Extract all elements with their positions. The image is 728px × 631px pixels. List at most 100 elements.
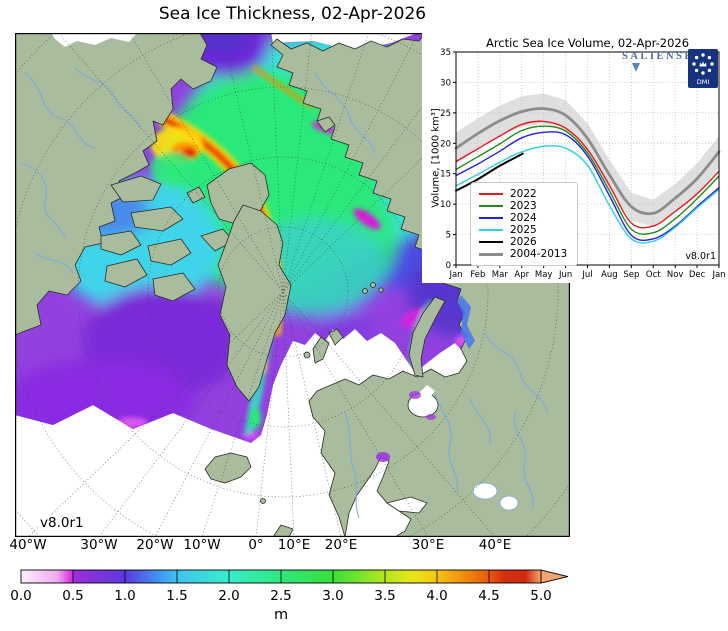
page-title: Sea Ice Thickness, 02-Apr-2026 bbox=[158, 4, 427, 24]
colorbar-tick-label: 0.5 bbox=[62, 588, 83, 604]
legend-swatch bbox=[479, 252, 503, 256]
map-version-label: v8.0r1 bbox=[38, 515, 86, 531]
longitude-tick-label: 10°E bbox=[277, 537, 311, 553]
chart-legend: 2022 2023 2024 2025 2026 2004-2013 bbox=[470, 182, 579, 266]
x-tick-label: Jan bbox=[711, 270, 725, 280]
land-novaya-zemlya bbox=[408, 296, 446, 378]
legend-swatch bbox=[479, 193, 503, 195]
land-iceland bbox=[204, 452, 252, 484]
legend-swatch bbox=[479, 205, 503, 207]
x-tick-label: Apr bbox=[514, 270, 529, 280]
inset-version-label: v8.0r1 bbox=[685, 251, 716, 262]
map-frame bbox=[15, 33, 570, 537]
colorbar-tick-label: 4.0 bbox=[426, 588, 447, 604]
graticule-parallel bbox=[77, 86, 489, 498]
series-line-2022 bbox=[455, 120, 720, 229]
colorbar-tick-label: 1.0 bbox=[114, 588, 135, 604]
x-tick-label: Jan bbox=[448, 270, 462, 280]
legend-label: 2025 bbox=[510, 224, 537, 236]
legend-label: 2022 bbox=[510, 188, 537, 200]
legend-swatch bbox=[479, 217, 503, 219]
longitude-tick-label: 20°E bbox=[324, 537, 358, 553]
y-tick-label: 20 bbox=[440, 139, 451, 149]
y-tick-label: 25 bbox=[440, 109, 451, 119]
dmi-logo-text: DMI bbox=[697, 78, 710, 86]
thickness-colorbar: 0.0 0.5 1.0 1.5 2.0 2.5 3.0 3.5 4.0 4.5 5.0 m bbox=[10, 569, 620, 624]
legend-swatch bbox=[479, 241, 503, 243]
series-line-2004-2013 bbox=[454, 107, 721, 216]
inland-seas bbox=[51, 33, 519, 538]
salienseas-sail-icon bbox=[632, 63, 640, 72]
sea-gulf-finland bbox=[386, 496, 428, 514]
sea-ice-volume-inset-chart: 0 5 10 15 20 25 30 35 Jan Feb Mar Apr May Jun Jul Aug Se… bbox=[422, 33, 725, 283]
colorbar-tick-label: 3.0 bbox=[322, 588, 343, 604]
lake-ladoga bbox=[472, 482, 498, 500]
legend-label: 2023 bbox=[510, 200, 537, 212]
y-tick-label: 5 bbox=[446, 231, 451, 241]
longitude-tick-label: 20°W bbox=[136, 537, 174, 553]
colorbar-tick-label: 2.5 bbox=[270, 588, 291, 604]
x-tick-label: Dec bbox=[689, 270, 706, 280]
legend-row: 2026 bbox=[479, 236, 567, 248]
colorbar-tick-label: 4.5 bbox=[478, 588, 499, 604]
colorbar-tick-label: 0.0 bbox=[10, 588, 31, 604]
x-tick-label: Oct bbox=[646, 270, 661, 280]
land-wrangel bbox=[316, 116, 336, 133]
x-tick-label: Aug bbox=[601, 270, 618, 280]
x-tick-label: Jun bbox=[558, 270, 572, 280]
inset-chart-title: Arctic Sea Ice Volume, 02-Apr-2026 bbox=[485, 36, 690, 50]
graticule-parallel bbox=[217, 226, 349, 358]
longitude-axis: 40°W 30°W 20°W 10°W 0° 10°E 20°E 30°E 40°E bbox=[9, 537, 570, 553]
dmi-star-circle bbox=[692, 53, 714, 75]
longitude-tick-label: 10°W bbox=[183, 537, 221, 553]
legend-label: 2024 bbox=[510, 212, 537, 224]
legend-row: 2024 bbox=[479, 212, 567, 224]
longitude-tick-label: 30°E bbox=[411, 537, 445, 553]
series-line-2025 bbox=[455, 145, 720, 244]
x-tick-label: Nov bbox=[667, 270, 684, 280]
inset-y-axis-label: Volume, [1000 km³] bbox=[430, 108, 442, 208]
longitude-tick-label: 40°W bbox=[9, 537, 47, 553]
sea-top-notch bbox=[51, 33, 137, 47]
legend-row: 2025 bbox=[479, 224, 567, 236]
colorbar-tick-label: 1.5 bbox=[166, 588, 187, 604]
legend-label: 2026 bbox=[510, 236, 537, 248]
x-tick-label: Mar bbox=[492, 270, 509, 280]
rivers bbox=[19, 67, 548, 519]
x-tick-label: Jul bbox=[581, 270, 592, 280]
y-tick-label: 0 bbox=[446, 261, 451, 271]
series-line-2023 bbox=[455, 125, 720, 235]
longitude-tick-label: 40°E bbox=[478, 537, 512, 553]
colorbar-tick-label: 2.0 bbox=[218, 588, 239, 604]
dmi-logo: DMI bbox=[688, 49, 718, 88]
colorbar-tick-label: 5.0 bbox=[530, 588, 551, 604]
lake-onega bbox=[499, 495, 519, 511]
x-tick-label: Sep bbox=[623, 270, 639, 280]
crown-icon bbox=[699, 61, 707, 67]
colorbar-arrow bbox=[540, 569, 569, 584]
longitude-tick-label: 0° bbox=[248, 537, 264, 553]
y-tick-label: 30 bbox=[440, 78, 451, 88]
legend-row: 2004-2013 bbox=[479, 248, 567, 260]
x-tick-label: May bbox=[535, 270, 553, 280]
graticule-parallel bbox=[147, 156, 419, 428]
climatology-band bbox=[456, 93, 719, 227]
land-greenland bbox=[217, 204, 292, 402]
series-line-2024 bbox=[455, 131, 720, 241]
colorbar-canvas: 0.0 0.5 1.0 1.5 2.0 2.5 3.0 3.5 4.0 4.5 5.0 m bbox=[10, 569, 569, 623]
inland-sea-ice-tips bbox=[376, 295, 475, 462]
legend-row: 2022 bbox=[479, 188, 567, 200]
colorbar-tick-label: 3.5 bbox=[374, 588, 395, 604]
series-line-2026 bbox=[455, 152, 524, 192]
y-tick-label: 15 bbox=[440, 170, 451, 180]
legend-label: 2004-2013 bbox=[510, 248, 568, 260]
land-svalbard bbox=[312, 336, 330, 364]
salienseas-logo-text: SALIENSEAS bbox=[622, 51, 713, 62]
sea-baltic bbox=[344, 456, 412, 538]
y-tick-label: 10 bbox=[440, 200, 451, 210]
longitude-tick-label: 30°W bbox=[80, 537, 118, 553]
legend-row: 2023 bbox=[479, 200, 567, 212]
legend-swatch bbox=[479, 229, 503, 231]
